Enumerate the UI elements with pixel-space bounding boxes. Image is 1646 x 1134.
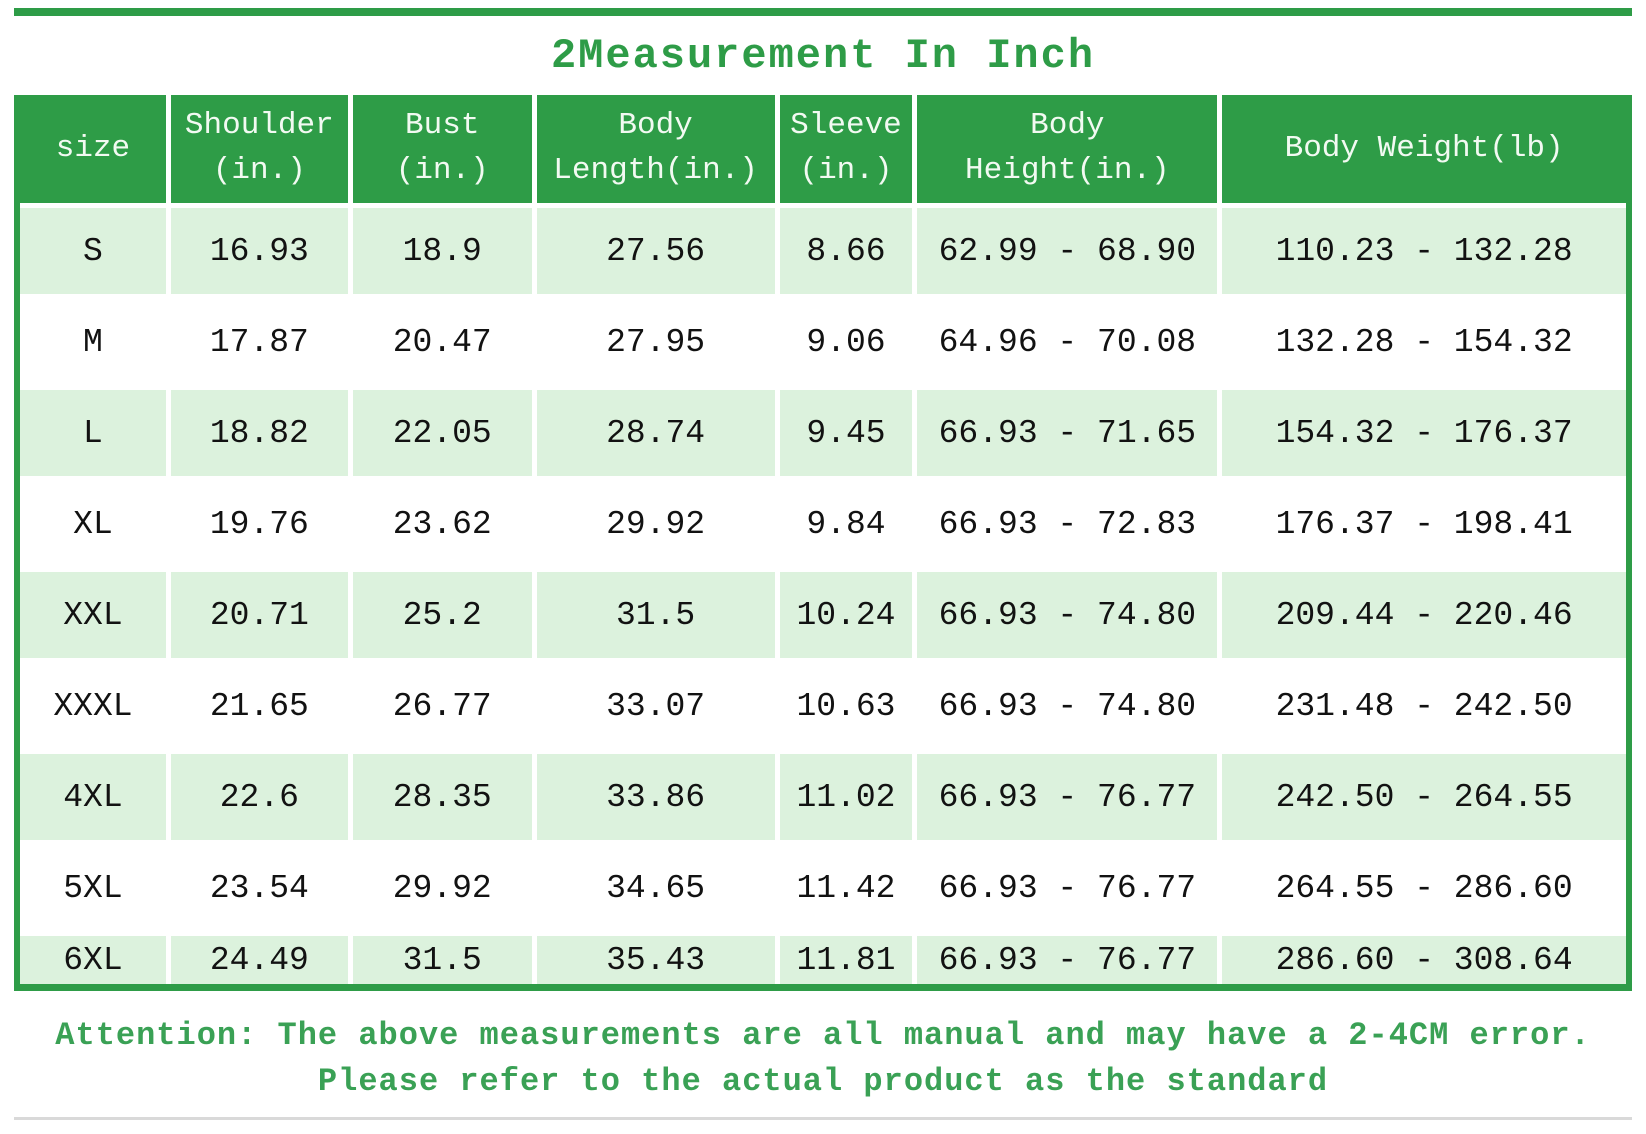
- measurement-cell: 25.2: [352, 572, 532, 658]
- measurement-cell: 31.5: [536, 572, 775, 658]
- measurement-cell: 11.81: [779, 936, 913, 984]
- measurement-cell: 66.93 - 71.65: [917, 390, 1218, 476]
- measurement-cell: 64.96 - 70.08: [917, 299, 1218, 385]
- measurement-cell: 9.45: [779, 390, 913, 476]
- size-label-cell: L: [20, 390, 166, 476]
- measurement-cell: 286.60 - 308.64: [1222, 936, 1626, 984]
- measurement-cell: 26.77: [352, 663, 532, 749]
- measurement-cell: 242.50 - 264.55: [1222, 754, 1626, 840]
- size-label-cell: XXL: [20, 572, 166, 658]
- attention-note: Attention: The above measurements are al…: [0, 1013, 1646, 1105]
- measurement-cell: 66.93 - 76.77: [917, 936, 1218, 984]
- measurement-cell: 110.23 - 132.28: [1222, 208, 1626, 294]
- column-header: Shoulder (in.): [170, 95, 348, 203]
- size-label-cell: M: [20, 299, 166, 385]
- measurement-cell: 20.71: [170, 572, 348, 658]
- measurement-cell: 62.99 - 68.90: [917, 208, 1218, 294]
- measurement-cell: 22.6: [170, 754, 348, 840]
- measurement-cell: 17.87: [170, 299, 348, 385]
- top-border-rule: [14, 8, 1632, 16]
- measurement-cell: 66.93 - 76.77: [917, 845, 1218, 931]
- measurement-cell: 18.82: [170, 390, 348, 476]
- attention-note-line2: Please refer to the actual product as th…: [317, 1063, 1329, 1100]
- size-measurement-table: size Shoulder (in.) Bust (in.) Body Length(in.…: [14, 95, 1632, 991]
- size-label-cell: 4XL: [20, 754, 166, 840]
- measurement-cell: 22.05: [352, 390, 532, 476]
- measurement-cell: 35.43: [536, 936, 775, 984]
- measurement-cell: 33.86: [536, 754, 775, 840]
- column-header: size: [20, 95, 166, 203]
- measurement-cell: 11.42: [779, 845, 913, 931]
- measurement-cell: 23.54: [170, 845, 348, 931]
- measurement-cell: 18.9: [352, 208, 532, 294]
- measurement-cell: 21.65: [170, 663, 348, 749]
- measurement-cell: 66.93 - 76.77: [917, 754, 1218, 840]
- measurement-cell: 27.56: [536, 208, 775, 294]
- measurement-cell: 27.95: [536, 299, 775, 385]
- measurement-cell: 24.49: [170, 936, 348, 984]
- column-header: Body Length(in.): [536, 95, 775, 203]
- measurement-cell: 9.06: [779, 299, 913, 385]
- measurement-cell: 20.47: [352, 299, 532, 385]
- measurement-cell: 29.92: [352, 845, 532, 931]
- measurement-cell: 19.76: [170, 481, 348, 567]
- measurement-cell: 11.02: [779, 754, 913, 840]
- measurement-cell: 176.37 - 198.41: [1222, 481, 1626, 567]
- column-header: Bust (in.): [352, 95, 532, 203]
- bottom-divider: [14, 1117, 1632, 1120]
- size-label-cell: 6XL: [20, 936, 166, 984]
- measurement-cell: 209.44 - 220.46: [1222, 572, 1626, 658]
- measurement-cell: 154.32 - 176.37: [1222, 390, 1626, 476]
- measurement-cell: 231.48 - 242.50: [1222, 663, 1626, 749]
- size-label-cell: XXXL: [20, 663, 166, 749]
- column-header: Body Height(in.): [917, 95, 1218, 203]
- measurement-cell: 28.74: [536, 390, 775, 476]
- measurement-cell: 23.62: [352, 481, 532, 567]
- measurement-cell: 10.63: [779, 663, 913, 749]
- measurement-cell: 66.93 - 72.83: [917, 481, 1218, 567]
- measurement-cell: 31.5: [352, 936, 532, 984]
- measurement-cell: 132.28 - 154.32: [1222, 299, 1626, 385]
- measurement-cell: 28.35: [352, 754, 532, 840]
- size-label-cell: XL: [20, 481, 166, 567]
- measurement-cell: 34.65: [536, 845, 775, 931]
- column-header: Sleeve (in.): [779, 95, 913, 203]
- measurement-cell: 8.66: [779, 208, 913, 294]
- measurement-cell: 33.07: [536, 663, 775, 749]
- size-label-cell: 5XL: [20, 845, 166, 931]
- measurement-cell: 66.93 - 74.80: [917, 572, 1218, 658]
- column-header: Body Weight(lb): [1222, 95, 1626, 203]
- size-label-cell: S: [20, 208, 166, 294]
- measurement-cell: 10.24: [779, 572, 913, 658]
- measurement-cell: 264.55 - 286.60: [1222, 845, 1626, 931]
- measurement-cell: 29.92: [536, 481, 775, 567]
- chart-title: 2Measurement In Inch: [550, 31, 1096, 80]
- measurement-cell: 16.93: [170, 208, 348, 294]
- measurement-cell: 9.84: [779, 481, 913, 567]
- measurement-cell: 66.93 - 74.80: [917, 663, 1218, 749]
- attention-note-line1: Attention: The above measurements are al…: [55, 1017, 1591, 1054]
